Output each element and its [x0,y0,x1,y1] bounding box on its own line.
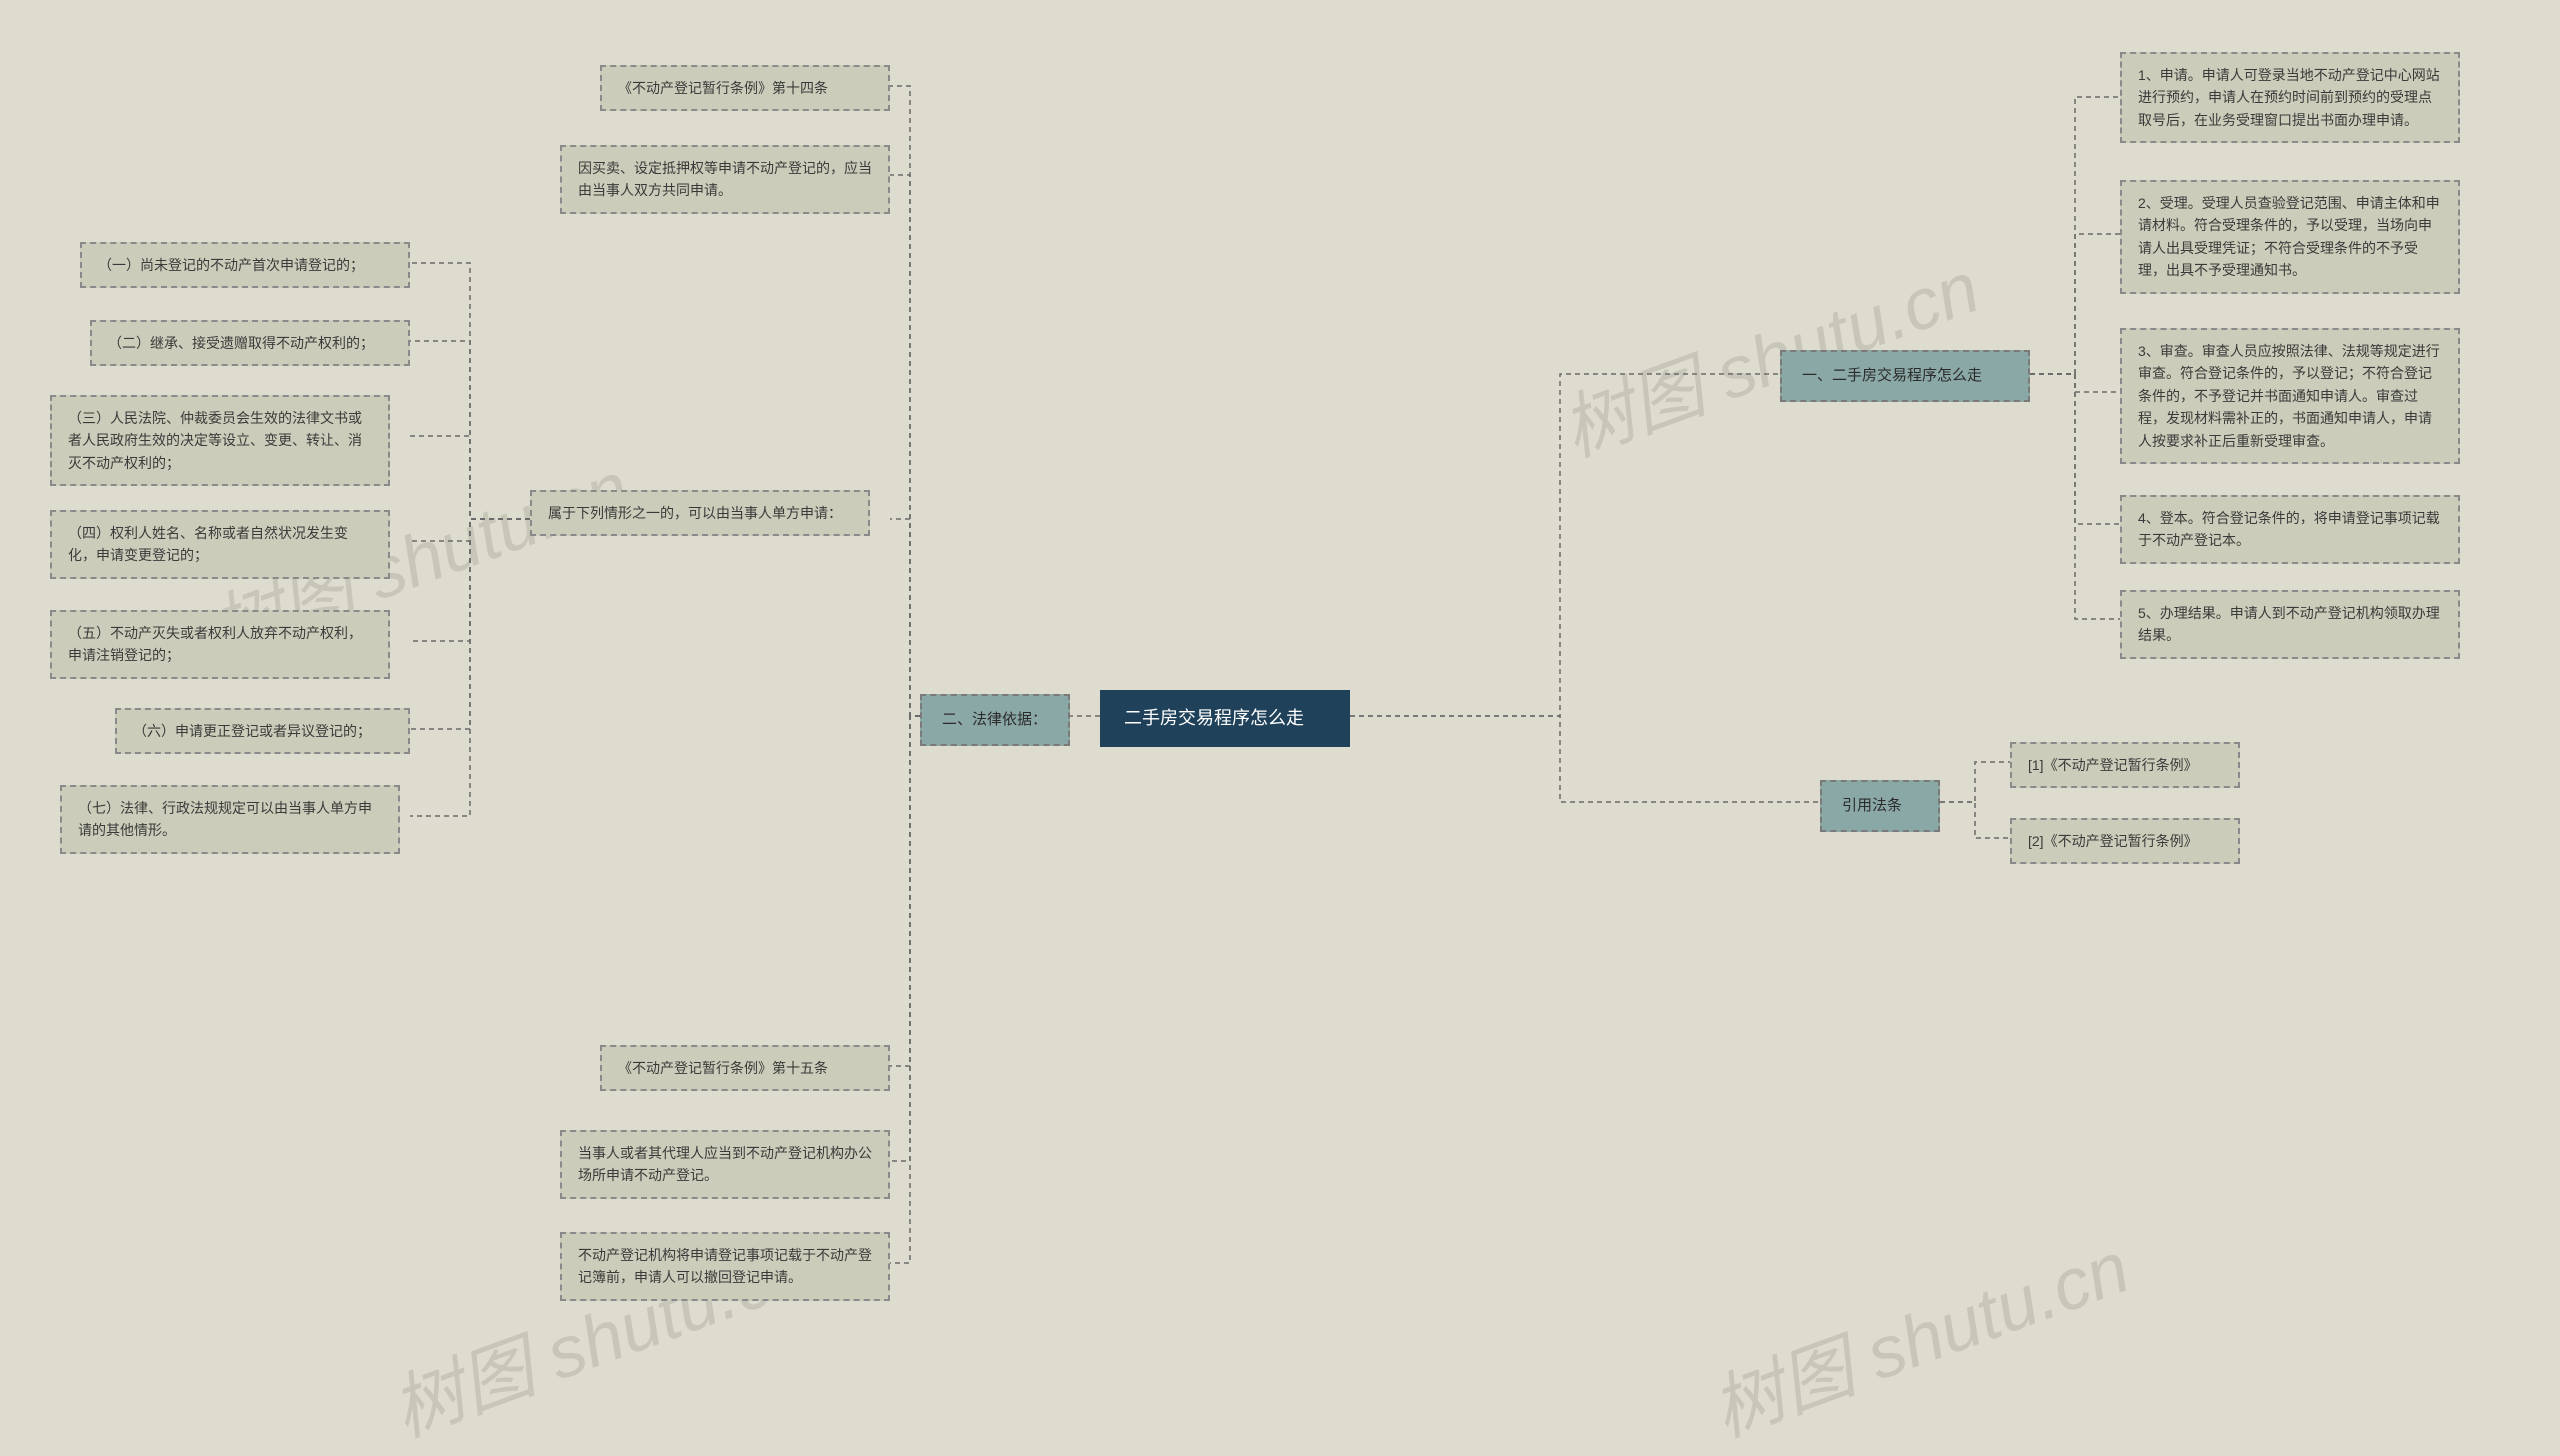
leaf-node[interactable]: （六）申请更正登记或者异议登记的； [115,708,410,754]
leaf-node[interactable]: （五）不动产灭失或者权利人放弃不动产权利，申请注销登记的； [50,610,390,679]
leaf-node[interactable]: 当事人或者其代理人应当到不动产登记机构办公场所申请不动产登记。 [560,1130,890,1199]
leaf-node[interactable]: [1]《不动产登记暂行条例》 [2010,742,2240,788]
leaf-node[interactable]: 因买卖、设定抵押权等申请不动产登记的，应当由当事人双方共同申请。 [560,145,890,214]
center-node[interactable]: 二手房交易程序怎么走 [1100,690,1350,747]
leaf-node[interactable]: 《不动产登记暂行条例》第十五条 [600,1045,890,1091]
leaf-node[interactable]: （七）法律、行政法规规定可以由当事人单方申请的其他情形。 [60,785,400,854]
leaf-node[interactable]: 属于下列情形之一的，可以由当事人单方申请： [530,490,870,536]
leaf-node[interactable]: 2、受理。受理人员查验登记范围、申请主体和申请材料。符合受理条件的，予以受理，当… [2120,180,2460,294]
branch-legal-basis[interactable]: 二、法律依据： [920,694,1070,746]
leaf-node[interactable]: （四）权利人姓名、名称或者自然状况发生变化，申请变更登记的； [50,510,390,579]
branch-procedure[interactable]: 一、二手房交易程序怎么走 [1780,350,2030,402]
branch-citations[interactable]: 引用法条 [1820,780,1940,832]
leaf-node[interactable]: [2]《不动产登记暂行条例》 [2010,818,2240,864]
leaf-node[interactable]: （二）继承、接受遗赠取得不动产权利的； [90,320,410,366]
leaf-node[interactable]: 1、申请。申请人可登录当地不动产登记中心网站进行预约，申请人在预约时间前到预约的… [2120,52,2460,143]
leaf-node[interactable]: （三）人民法院、仲裁委员会生效的法律文书或者人民政府生效的决定等设立、变更、转让… [50,395,390,486]
leaf-node[interactable]: 4、登本。符合登记条件的，将申请登记事项记载于不动产登记本。 [2120,495,2460,564]
leaf-node[interactable]: （一）尚未登记的不动产首次申请登记的； [80,242,410,288]
leaf-node[interactable]: 5、办理结果。申请人到不动产登记机构领取办理结果。 [2120,590,2460,659]
leaf-node[interactable]: 不动产登记机构将申请登记事项记载于不动产登记簿前，申请人可以撤回登记申请。 [560,1232,890,1301]
leaf-node[interactable]: 《不动产登记暂行条例》第十四条 [600,65,890,111]
leaf-node[interactable]: 3、审查。审查人员应按照法律、法规等规定进行审查。符合登记条件的，予以登记；不符… [2120,328,2460,464]
watermark: 树图 shutu.cn [1695,1209,2141,1456]
